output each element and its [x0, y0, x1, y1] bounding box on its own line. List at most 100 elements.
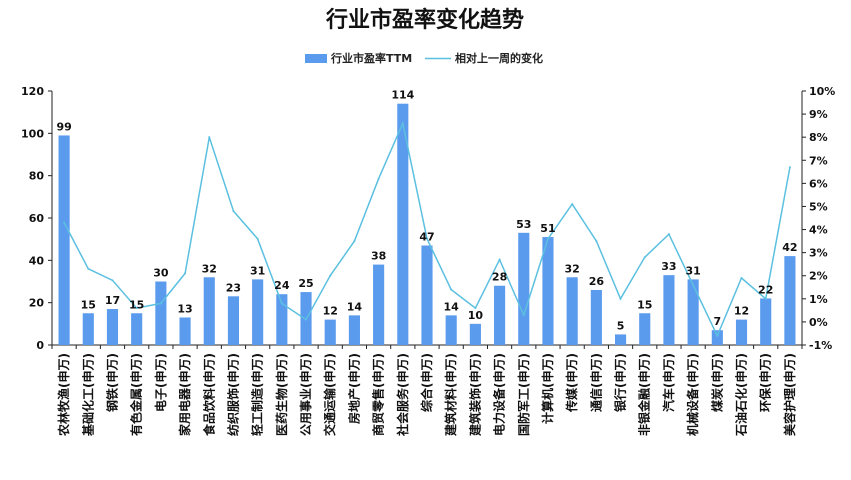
bar [203, 277, 215, 345]
line-point [692, 283, 695, 286]
line-point [159, 302, 162, 305]
axes: 0 20 40 60 80 100 120 -1% 0% 1% 2% 3% 4% 5% 6% 7% 8% 9% 10… [21, 85, 835, 352]
category-label: 综合(申万) [419, 353, 434, 412]
bar [155, 281, 167, 345]
line-point [353, 240, 356, 243]
line-point [305, 318, 308, 321]
bar-value-label: 10 [468, 309, 484, 322]
line-point [280, 302, 283, 305]
category-label: 银行(申万) [613, 353, 628, 412]
category-label: 有色金属(申万) [129, 353, 144, 436]
y-left-tick-label: 100 [21, 127, 44, 140]
category-label: 交通运输(申万) [322, 353, 337, 436]
bar [397, 103, 409, 345]
category-label: 农林牧渔(申万) [56, 353, 71, 437]
bar-value-label: 7 [713, 315, 721, 328]
line-point [256, 237, 259, 240]
y-left-tick-label: 0 [36, 339, 44, 352]
y-right-tick-label: 4% [809, 224, 828, 237]
bar [106, 309, 119, 345]
bar [348, 315, 360, 345]
line-point [377, 177, 380, 180]
category-label: 商贸零售(申万) [371, 353, 386, 436]
bar [445, 315, 457, 345]
bar-value-label: 32 [202, 262, 217, 275]
bar-value-label: 12 [734, 305, 749, 318]
line-point [426, 237, 428, 240]
bar-value-label: 17 [105, 294, 120, 307]
line-point [450, 288, 453, 291]
bar-value-label: 42 [782, 241, 797, 254]
y-right-tick-label: 7% [809, 154, 828, 167]
category-label: 公用事业(申万) [298, 353, 313, 436]
legend: 行业市盈率TTM 相对上一周的变化 [305, 51, 543, 65]
y-right-tick-label: 3% [809, 247, 828, 260]
bar [252, 279, 264, 345]
bar [324, 319, 336, 345]
bar-value-label: 32 [565, 262, 580, 275]
category-label: 通信(申万) [588, 353, 603, 412]
category-label: 基础化工(申万) [80, 353, 95, 437]
bar [711, 330, 723, 345]
bar [784, 256, 796, 345]
bar [566, 277, 578, 345]
bar [614, 334, 627, 345]
y-right-tick-label: 0% [809, 316, 828, 329]
category-label: 非银金融(申万) [637, 353, 652, 436]
bar-value-label: 53 [516, 218, 531, 231]
line-point [184, 272, 187, 275]
y-left-tick-label: 60 [29, 212, 45, 225]
y-right-tick-label: 2% [809, 270, 828, 283]
category-label: 计算机(申万) [540, 353, 555, 424]
bar-value-label: 114 [391, 89, 414, 102]
bar-series [58, 103, 796, 345]
category-label: 房地产(申万) [346, 353, 361, 424]
bar-value-label: 28 [492, 271, 507, 284]
category-label: 传媒(申万) [564, 353, 579, 413]
category-label: 社会服务(申万) [395, 353, 410, 437]
bar [494, 285, 506, 345]
bar [639, 313, 651, 345]
bar-value-label: 23 [226, 281, 241, 294]
line-point [643, 256, 646, 259]
bar [373, 264, 385, 345]
bar [518, 232, 530, 345]
line-point [788, 166, 791, 169]
line-point [208, 136, 211, 139]
line-point [764, 297, 767, 300]
line-point [111, 279, 114, 282]
line-point [474, 307, 477, 310]
bar-value-label: 13 [177, 302, 192, 315]
category-label: 轻工制造(申万) [250, 353, 265, 436]
y-left-tick-label: 20 [29, 297, 45, 310]
category-label: 钢铁(申万) [104, 353, 119, 412]
bar [542, 237, 554, 345]
category-label: 纺织服饰(申万) [225, 353, 240, 436]
category-label: 食品饮料(申万) [201, 353, 216, 437]
line-point [498, 258, 501, 261]
bar-value-label: 31 [685, 264, 700, 277]
bar-value-label: 33 [661, 260, 676, 273]
bar [179, 317, 191, 345]
category-label: 国防军工(申万) [516, 353, 531, 436]
bar [590, 289, 602, 345]
y-right-tick-label: 5% [809, 200, 828, 213]
bar-value-label: 99 [56, 120, 71, 133]
category-label: 汽车(申万) [661, 353, 676, 412]
category-label: 医药生物(申万) [274, 353, 289, 436]
y-right-tick-label: 8% [809, 131, 828, 144]
category-label: 石油石化(申万) [734, 353, 749, 437]
bar-value-label: 12 [323, 305, 338, 318]
chart-title: 行业市盈率变化趋势 [325, 7, 524, 33]
line-point [135, 307, 138, 310]
line-point [571, 203, 574, 206]
bar-value-label: 14 [347, 300, 363, 313]
category-label: 建筑装饰(申万) [467, 353, 482, 437]
bar-value-label: 24 [274, 279, 290, 292]
bar-value-label: 22 [758, 283, 773, 296]
bar-value-label: 30 [153, 267, 169, 280]
legend-line-label: 相对上一周的变化 [455, 51, 543, 65]
bar-value-label: 31 [250, 264, 265, 277]
bar [421, 245, 433, 345]
